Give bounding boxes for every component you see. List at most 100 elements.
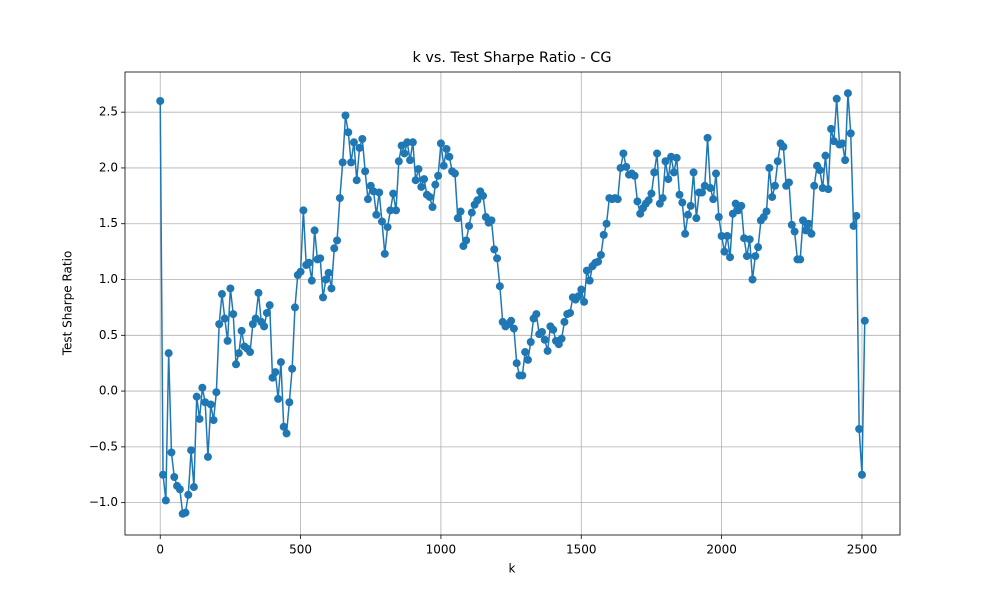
data-point xyxy=(787,220,796,229)
data-point xyxy=(212,388,221,397)
data-point xyxy=(406,156,415,165)
data-point xyxy=(582,266,591,275)
data-point xyxy=(265,301,274,310)
data-point xyxy=(661,157,670,166)
data-point xyxy=(653,149,662,158)
data-point xyxy=(187,446,196,455)
data-point xyxy=(832,94,841,103)
data-point xyxy=(860,316,869,325)
data-point xyxy=(156,97,165,106)
data-point xyxy=(262,308,271,317)
data-point xyxy=(692,214,701,223)
data-point xyxy=(723,232,732,241)
data-point xyxy=(557,334,566,343)
data-point xyxy=(849,221,858,230)
data-point xyxy=(599,230,608,239)
y-tick-label: 2.5 xyxy=(99,105,118,119)
data-point xyxy=(523,355,532,364)
data-point xyxy=(195,414,204,423)
data-point xyxy=(428,202,437,211)
data-point xyxy=(453,214,462,223)
data-point xyxy=(633,197,642,206)
data-point xyxy=(464,221,473,230)
data-point xyxy=(754,243,763,252)
data-point xyxy=(821,151,830,160)
data-point xyxy=(784,178,793,187)
data-point xyxy=(203,452,212,461)
x-tick-label: 1500 xyxy=(566,543,597,557)
data-point xyxy=(344,128,353,137)
data-point xyxy=(417,182,426,191)
data-point xyxy=(358,134,367,143)
data-point xyxy=(431,180,440,189)
data-point xyxy=(442,144,451,153)
data-point xyxy=(762,207,771,216)
data-point xyxy=(450,169,459,178)
data-point xyxy=(526,337,535,346)
data-point xyxy=(493,254,502,263)
data-point xyxy=(206,400,215,409)
data-point xyxy=(650,168,659,177)
data-point xyxy=(436,139,445,148)
data-point xyxy=(751,252,760,261)
data-point xyxy=(229,310,238,319)
data-point xyxy=(403,138,412,147)
data-point xyxy=(324,268,333,277)
y-tick-label: −1.0 xyxy=(89,495,118,509)
data-point xyxy=(290,303,299,312)
data-point xyxy=(209,416,218,425)
data-point xyxy=(254,288,263,297)
data-point xyxy=(319,293,328,302)
data-point xyxy=(577,285,586,294)
data-point xyxy=(352,176,361,185)
data-point xyxy=(411,176,420,185)
data-point xyxy=(815,166,824,175)
data-point xyxy=(217,290,226,299)
data-point xyxy=(434,171,443,180)
data-point xyxy=(327,284,336,293)
data-point xyxy=(383,223,392,232)
data-point xyxy=(810,181,819,190)
data-point xyxy=(349,138,358,147)
data-point xyxy=(507,316,516,325)
data-point xyxy=(706,184,715,193)
data-point xyxy=(338,158,347,167)
data-point xyxy=(658,194,667,203)
data-point xyxy=(307,276,316,285)
data-point xyxy=(189,483,198,492)
data-point xyxy=(543,346,552,355)
y-axis-label: Test Sharpe Ratio xyxy=(61,251,75,357)
data-point xyxy=(594,257,603,266)
data-point xyxy=(703,133,712,142)
data-point xyxy=(770,181,779,190)
data-point xyxy=(296,267,305,276)
data-point xyxy=(159,470,168,479)
data-point xyxy=(479,191,488,200)
data-point xyxy=(509,324,518,333)
data-point xyxy=(425,192,434,201)
data-point xyxy=(414,165,423,174)
data-point xyxy=(566,308,575,317)
data-point xyxy=(796,255,805,264)
data-point xyxy=(170,472,179,481)
data-point xyxy=(215,320,224,329)
data-point xyxy=(274,394,283,403)
data-point xyxy=(192,392,201,401)
data-point xyxy=(310,226,319,235)
data-point xyxy=(697,188,706,197)
data-point xyxy=(223,336,232,345)
data-point xyxy=(220,314,229,323)
data-point xyxy=(167,448,176,457)
x-axis-label: k xyxy=(509,562,516,576)
data-point xyxy=(375,188,384,197)
data-point xyxy=(330,244,339,253)
data-point xyxy=(316,254,325,263)
data-point xyxy=(377,217,386,226)
data-point xyxy=(672,153,681,162)
data-point xyxy=(855,425,864,434)
data-point xyxy=(260,322,269,331)
data-point xyxy=(389,189,398,198)
data-point xyxy=(841,156,850,165)
data-point xyxy=(521,348,530,357)
x-tick-label: 2500 xyxy=(847,543,878,557)
